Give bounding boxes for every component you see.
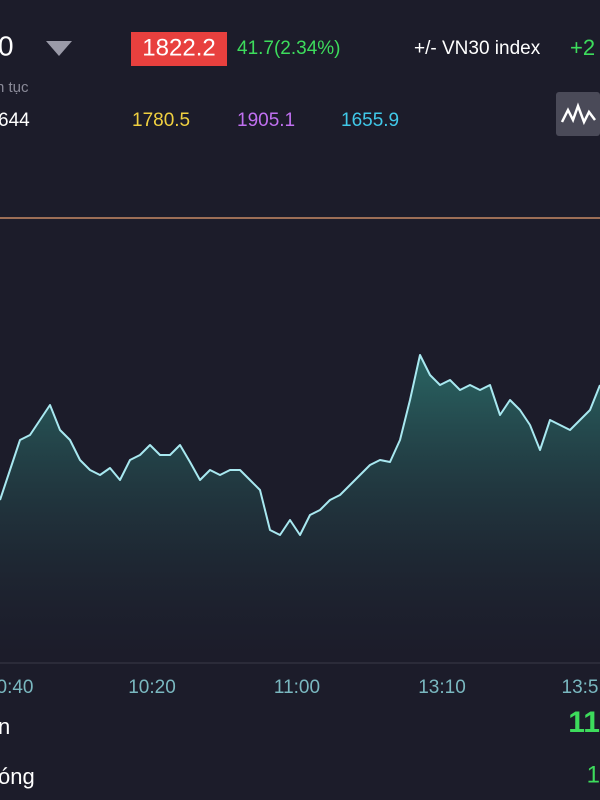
symbol: 0 (0, 30, 14, 61)
compare-value: +2 (570, 35, 595, 60)
plot: 0:40 10:20 11:00 13:10 13:5 (0, 217, 600, 698)
row2-value: 1 (587, 761, 600, 788)
x-tick-label: 13:5 (562, 677, 599, 698)
row1-value: 11 (568, 706, 600, 739)
area (0, 355, 600, 660)
line (0, 354, 600, 536)
compare-label: +/- VN30 index (414, 38, 541, 59)
price-box (131, 32, 227, 66)
chart-icon (560, 102, 596, 126)
dropdown-arrow[interactable] (46, 41, 72, 56)
chart-toggle[interactable] (556, 92, 600, 136)
change: 41.7(2.34%) (237, 38, 341, 59)
price: 1822.2 (142, 34, 215, 61)
x-tick-label: 10:20 (128, 677, 176, 698)
ceiling: 1905.1 (237, 110, 295, 131)
sub-label: n tục (0, 79, 29, 96)
x-tick-label: 11:00 (274, 677, 320, 698)
reference: 1780.5 (132, 110, 190, 131)
row2-label: óng (0, 764, 35, 789)
row1-label: n (0, 714, 10, 739)
volume: 644 (0, 110, 30, 131)
x-tick-label: 13:10 (418, 677, 466, 698)
floor: 1655.9 (341, 110, 399, 131)
x-tick-label: 0:40 (0, 677, 33, 698)
